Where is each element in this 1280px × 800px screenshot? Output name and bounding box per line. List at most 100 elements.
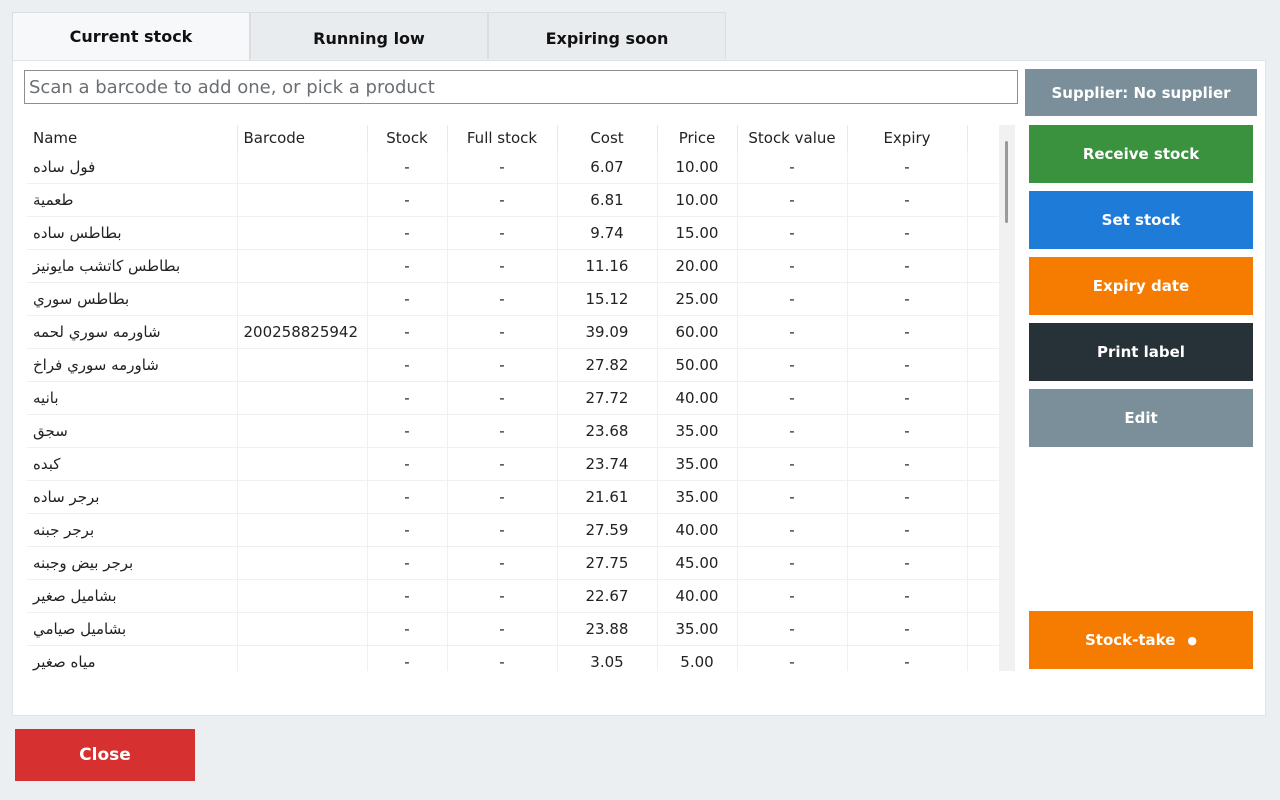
cell-price: 45.00: [657, 546, 738, 580]
cell-stock: -: [367, 447, 448, 481]
cell-barcode: [237, 151, 368, 184]
table-scrollbar[interactable]: [999, 125, 1015, 671]
cell-cost: 27.75: [557, 546, 658, 580]
cell-stock: -: [367, 282, 448, 316]
table-row[interactable]: طعمية - -6.81 10.00- -: [27, 183, 1000, 217]
cell-cost: 23.88: [557, 612, 658, 646]
column-header-full-stock[interactable]: Full stock: [447, 125, 558, 151]
cell-stock: -: [367, 414, 448, 448]
cell-price: 10.00: [657, 151, 738, 184]
cell-spacer: [967, 216, 1000, 250]
column-header-barcode[interactable]: Barcode: [237, 125, 368, 151]
cell-cost: 27.82: [557, 348, 658, 382]
cell-full-stock: -: [447, 414, 558, 448]
stock-take-button[interactable]: Stock-take ●: [1029, 611, 1253, 669]
cell-full-stock: -: [447, 546, 558, 580]
column-header-cost[interactable]: Cost: [557, 125, 658, 151]
cell-barcode: [237, 249, 368, 283]
edit-button[interactable]: Edit: [1029, 389, 1253, 447]
cell-name: سجق: [27, 414, 238, 448]
receive-stock-button[interactable]: Receive stock: [1029, 125, 1253, 183]
cell-expiry: -: [847, 381, 968, 415]
cell-full-stock: -: [447, 645, 558, 671]
close-button[interactable]: Close: [15, 729, 195, 781]
table-row[interactable]: برجر جبنه - -27.59 40.00- -: [27, 513, 1000, 547]
table-row[interactable]: مياه صغير - -3.05 5.00- -: [27, 645, 1000, 671]
cell-full-stock: -: [447, 381, 558, 415]
cell-price: 25.00: [657, 282, 738, 316]
cell-expiry: -: [847, 645, 968, 671]
cell-stock-value: -: [737, 381, 848, 415]
cell-stock: -: [367, 249, 448, 283]
table-row[interactable]: بطاطس ساده - -9.74 15.00- -: [27, 216, 1000, 250]
column-header-price[interactable]: Price: [657, 125, 738, 151]
tab-running-low[interactable]: Running low: [250, 12, 488, 59]
cell-cost: 11.16: [557, 249, 658, 283]
cell-stock-value: -: [737, 414, 848, 448]
table-row[interactable]: بانيه - -27.72 40.00- -: [27, 381, 1000, 415]
column-header-name[interactable]: Name: [27, 125, 238, 151]
cell-full-stock: -: [447, 348, 558, 382]
cell-barcode: [237, 183, 368, 217]
set-stock-button[interactable]: Set stock: [1029, 191, 1253, 249]
cell-stock: -: [367, 315, 448, 349]
supplier-button[interactable]: Supplier: No supplier: [1025, 69, 1257, 116]
expiry-date-button[interactable]: Expiry date: [1029, 257, 1253, 315]
cell-full-stock: -: [447, 579, 558, 613]
cell-stock-value: -: [737, 447, 848, 481]
cell-name: برجر ساده: [27, 480, 238, 514]
table-row[interactable]: بطاطس كاتشب مايونيز - -11.16 20.00- -: [27, 249, 1000, 283]
cell-spacer: [967, 612, 1000, 646]
table-row[interactable]: كبده - -23.74 35.00- -: [27, 447, 1000, 481]
cell-cost: 23.74: [557, 447, 658, 481]
table-row[interactable]: بشاميل صغير - -22.67 40.00- -: [27, 579, 1000, 613]
cell-stock-value: -: [737, 216, 848, 250]
table-row[interactable]: برجر ساده - -21.61 35.00- -: [27, 480, 1000, 514]
cell-price: 5.00: [657, 645, 738, 671]
table-row[interactable]: شاورمه سوري لحمه 200258825942- -39.09 60.00…: [27, 315, 1000, 349]
cell-expiry: -: [847, 249, 968, 283]
tab-expiring-soon[interactable]: Expiring soon: [488, 12, 726, 59]
column-header-stock[interactable]: Stock: [367, 125, 448, 151]
tab-bar: Current stock Running low Expiring soon: [12, 12, 726, 60]
cell-name: مياه صغير: [27, 645, 238, 671]
cell-barcode: [237, 216, 368, 250]
stock-panel: Name Barcode Stock Full stock Cost Price…: [12, 60, 1266, 716]
cell-stock: -: [367, 348, 448, 382]
cell-spacer: [967, 151, 1000, 184]
cell-spacer: [967, 414, 1000, 448]
table-row[interactable]: برجر بيض وجبنه - -27.75 45.00- -: [27, 546, 1000, 580]
cell-stock: -: [367, 151, 448, 184]
cell-stock: -: [367, 183, 448, 217]
cell-cost: 23.68: [557, 414, 658, 448]
cell-full-stock: -: [447, 216, 558, 250]
tab-current-stock[interactable]: Current stock: [12, 12, 250, 60]
cell-stock-value: -: [737, 579, 848, 613]
cell-full-stock: -: [447, 151, 558, 184]
cell-name: بشاميل صيامي: [27, 612, 238, 646]
cell-cost: 9.74: [557, 216, 658, 250]
table-row[interactable]: شاورمه سوري فراخ - -27.82 50.00- -: [27, 348, 1000, 382]
table-row[interactable]: بطاطس سوري - -15.12 25.00- -: [27, 282, 1000, 316]
cell-expiry: -: [847, 579, 968, 613]
cell-stock-value: -: [737, 151, 848, 184]
cell-barcode: [237, 282, 368, 316]
column-header-stock-value[interactable]: Stock value: [737, 125, 848, 151]
cell-stock-value: -: [737, 612, 848, 646]
table-row[interactable]: سجق - -23.68 35.00- -: [27, 414, 1000, 448]
cell-spacer: [967, 546, 1000, 580]
cell-price: 10.00: [657, 183, 738, 217]
print-label-button[interactable]: Print label: [1029, 323, 1253, 381]
search-input[interactable]: [24, 70, 1018, 104]
cell-spacer: [967, 513, 1000, 547]
table-row[interactable]: فول ساده - -6.07 10.00- -: [27, 151, 1000, 184]
cell-cost: 6.81: [557, 183, 658, 217]
table-row[interactable]: بشاميل صيامي - -23.88 35.00- -: [27, 612, 1000, 646]
cell-full-stock: -: [447, 249, 558, 283]
cell-barcode: [237, 513, 368, 547]
cell-price: 35.00: [657, 480, 738, 514]
cell-name: برجر بيض وجبنه: [27, 546, 238, 580]
scrollbar-thumb[interactable]: [1005, 141, 1008, 223]
cell-name: شاورمه سوري لحمه: [27, 315, 238, 349]
column-header-expiry[interactable]: Expiry: [847, 125, 968, 151]
